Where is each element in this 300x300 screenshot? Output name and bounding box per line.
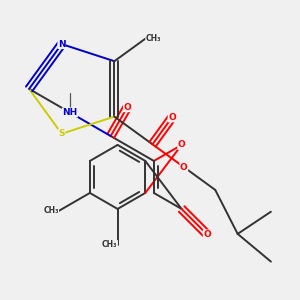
Text: CH₃: CH₃ [43, 206, 59, 215]
Text: O: O [203, 230, 211, 239]
Text: O: O [168, 113, 176, 122]
Text: S: S [58, 129, 65, 138]
Text: NH: NH [62, 108, 77, 117]
Text: CH₃: CH₃ [102, 241, 118, 250]
Text: O: O [180, 163, 188, 172]
Text: CH₃: CH₃ [146, 34, 161, 43]
Text: N: N [58, 40, 65, 49]
Text: O: O [178, 140, 185, 149]
Text: O: O [123, 103, 131, 112]
